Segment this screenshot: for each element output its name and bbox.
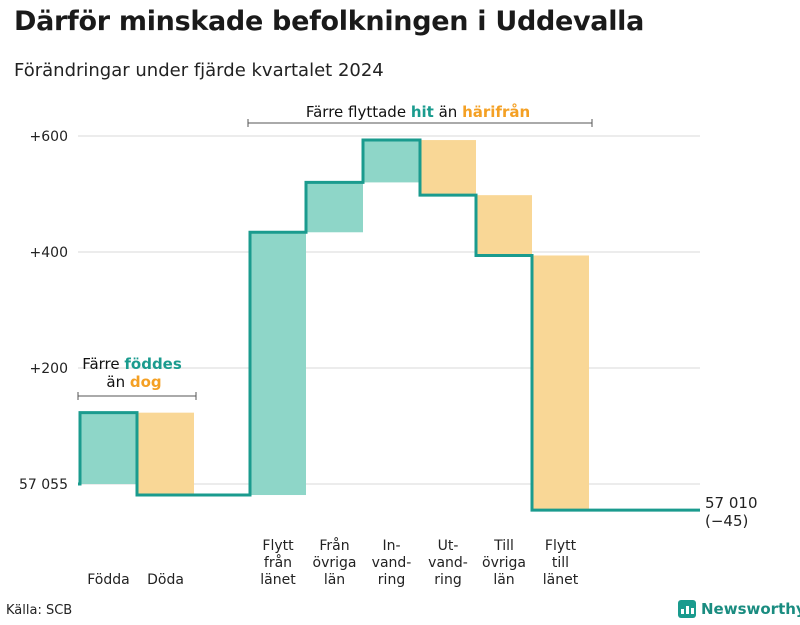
category-label: länet: [543, 572, 579, 588]
step-line-layer: [78, 138, 700, 512]
y-tick-label: +200: [30, 361, 68, 377]
waterfall-bar: [532, 255, 589, 511]
annotation-word-highlight: dog: [130, 373, 162, 391]
waterfall-bar: [306, 182, 363, 233]
category-label: Flytt: [545, 538, 577, 554]
annotation-word: än: [434, 103, 462, 121]
category-label: från: [264, 554, 292, 571]
category-label: Flytt: [262, 538, 294, 554]
bars: [80, 140, 589, 511]
brand-name: Newsworthy: [701, 600, 800, 618]
category-label: Ut-: [438, 538, 459, 554]
waterfall-bar: [137, 412, 194, 496]
category-label: vand-: [428, 555, 468, 571]
category-label: övriga: [313, 555, 357, 571]
category-label: län: [324, 572, 345, 588]
waterfall-bar: [80, 412, 137, 484]
annotation-births-deaths-line2: än dog: [106, 373, 161, 391]
end-value-label: 57 010: [705, 494, 758, 512]
category-label: Från: [319, 537, 349, 554]
waterfall-bar: [476, 195, 532, 256]
waterfall-bar: [363, 140, 420, 183]
annotation-word-highlight: härifrån: [462, 103, 530, 121]
end-change-label: (−45): [705, 512, 748, 530]
category-label: vand-: [372, 555, 412, 571]
y-tick-label: +600: [30, 129, 68, 145]
category-label: Födda: [87, 572, 129, 588]
category-label: In-: [382, 538, 400, 554]
annotation-word: än: [106, 373, 129, 391]
chart-subtitle: Förändringar under fjärde kvartalet 2024: [14, 60, 384, 81]
category-label: ring: [434, 572, 461, 588]
source-note: Källa: SCB: [6, 603, 73, 618]
annotation-births-deaths-line1: Färre föddes: [82, 355, 182, 373]
y-tick-label: 57 055: [19, 477, 68, 493]
chart-title: Därför minskade befolkningen i Uddevalla: [14, 6, 645, 37]
annotation-migration: Färre flyttade hit än härifrån: [306, 103, 530, 121]
category-label: Till: [493, 538, 514, 554]
waterfall-bar: [250, 232, 306, 496]
step-line: [78, 138, 700, 512]
category-label: län: [493, 572, 514, 588]
category-label: länet: [260, 572, 296, 588]
category-label: övriga: [482, 555, 526, 571]
category-label: Döda: [147, 572, 184, 588]
annotation-word-highlight: föddes: [124, 355, 181, 373]
annotation-word-highlight: hit: [411, 103, 434, 121]
category-label: till: [552, 555, 569, 571]
annotation-word: Färre: [82, 355, 124, 373]
waterfall-bar: [420, 140, 476, 196]
brand-logo: Newsworthy: [678, 600, 800, 618]
y-tick-label: +400: [30, 245, 68, 261]
category-label: ring: [378, 572, 405, 588]
annotation-word: Färre flyttade: [306, 103, 411, 121]
newsworthy-logo-icon: [678, 600, 696, 618]
